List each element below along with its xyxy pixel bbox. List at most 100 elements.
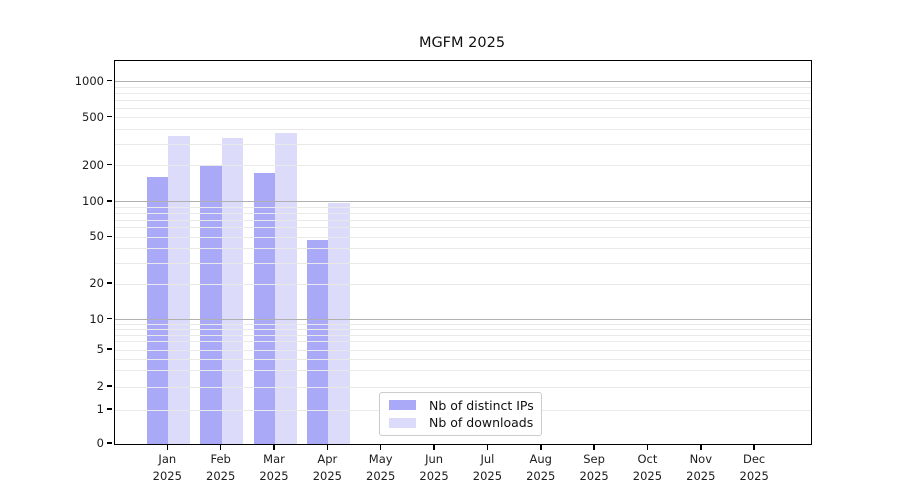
y-tick-label: 500 <box>82 109 104 124</box>
legend-item: Nb of distinct IPs <box>389 397 534 413</box>
x-tick-month: Feb <box>210 452 231 466</box>
x-tick-label: Jan 2025 <box>140 451 194 484</box>
y-tick-label: 2 <box>96 379 104 393</box>
y-tick-label: 0 <box>96 436 104 450</box>
minor-gridline <box>115 227 811 229</box>
x-tick-label: Dec 2025 <box>727 451 781 484</box>
x-tick-year: 2025 <box>312 468 342 483</box>
y-tick-mark <box>107 408 112 410</box>
y-tick-mark <box>107 79 112 82</box>
minor-gridline <box>115 334 811 336</box>
x-tick-month: Aug <box>529 452 552 466</box>
minor-gridline <box>115 323 811 325</box>
minor-gridline <box>115 236 811 238</box>
x-tick-label: Feb 2025 <box>194 451 248 484</box>
x-tick-year: 2025 <box>579 468 609 483</box>
x-tick-label: Mar 2025 <box>247 451 301 484</box>
gridlines-layer <box>115 61 811 444</box>
legend: Nb of distinct IPs Nb of downloads <box>379 392 542 436</box>
y-tick-mark <box>107 200 112 202</box>
y-tick-mark <box>107 442 112 444</box>
y-tick-label: 10 <box>89 311 104 326</box>
x-tick-month: Jan <box>158 452 177 466</box>
minor-gridline <box>115 206 811 208</box>
legend-item: Nb of downloads <box>389 415 534 431</box>
legend-label: Nb of downloads <box>429 415 534 431</box>
x-tick-mark <box>753 444 755 450</box>
minor-gridline <box>115 86 811 88</box>
bar-downloads <box>275 133 297 444</box>
x-tick-month: Nov <box>689 452 713 466</box>
minor-gridline <box>115 143 811 145</box>
major-gridline <box>115 80 811 83</box>
legend-label: Nb of distinct IPs <box>429 397 534 413</box>
x-tick-mark <box>539 444 542 450</box>
minor-gridline <box>115 212 811 214</box>
y-tick-label: 200 <box>82 157 104 172</box>
x-tick-label: Oct 2025 <box>620 451 674 484</box>
x-tick-mark <box>433 444 435 450</box>
minor-gridline <box>115 165 811 167</box>
x-tick-year: 2025 <box>259 468 289 483</box>
x-tick-year: 2025 <box>366 468 396 483</box>
minor-gridline <box>115 262 811 264</box>
x-tick-label: Jul 2025 <box>460 451 514 484</box>
x-tick-month: May <box>368 452 393 466</box>
y-tick-mark <box>107 317 112 320</box>
x-tick-mark <box>273 444 275 450</box>
minor-gridline <box>115 370 811 372</box>
x-tick-year: 2025 <box>419 468 449 483</box>
bar-downloads <box>221 137 244 444</box>
y-tick-label: 1 <box>96 402 104 416</box>
x-tick-mark <box>379 444 382 450</box>
minor-gridline <box>115 328 811 330</box>
major-gridline <box>115 318 811 321</box>
x-tick-mark <box>326 444 329 450</box>
x-tick-month: Oct <box>637 452 658 466</box>
x-tick-mark <box>593 444 595 450</box>
x-tick-month: Jun <box>425 452 444 466</box>
y-tick-label: 20 <box>89 276 104 290</box>
x-tick-year: 2025 <box>632 468 663 483</box>
minor-gridline <box>115 117 811 119</box>
x-tick-year: 2025 <box>472 468 503 483</box>
x-tick-mark <box>700 444 702 450</box>
chart-title: MGFM 2025 <box>418 35 506 51</box>
x-tick-label: Aug 2025 <box>514 451 568 484</box>
x-tick-label: May 2025 <box>354 451 408 484</box>
minor-gridline <box>115 128 811 130</box>
x-tick-mark <box>166 444 169 450</box>
minor-gridline <box>115 107 811 109</box>
x-tick-mark <box>219 444 222 450</box>
x-tick-month: Sep <box>583 452 605 466</box>
x-tick-year: 2025 <box>686 468 716 483</box>
y-tick-mark <box>107 115 112 118</box>
plot-area <box>114 60 812 445</box>
minor-gridline <box>115 283 811 285</box>
minor-gridline <box>115 92 811 94</box>
x-tick-label: Sep 2025 <box>567 451 621 484</box>
x-tick-year: 2025 <box>739 468 769 483</box>
minor-gridline <box>115 248 811 250</box>
x-tick-year: 2025 <box>526 468 556 483</box>
x-tick-month: Jul <box>480 452 495 466</box>
y-tick-label: 5 <box>96 342 104 356</box>
minor-gridline <box>115 358 811 360</box>
bar-distinct-ips <box>146 177 169 444</box>
minor-gridline <box>115 219 811 221</box>
x-tick-label: Jun 2025 <box>407 451 461 484</box>
y-tick-label: 100 <box>82 193 104 208</box>
x-tick-month: Apr <box>317 452 338 466</box>
y-tick-mark <box>107 235 112 238</box>
x-tick-label: Apr 2025 <box>300 451 354 484</box>
minor-gridline <box>115 349 811 351</box>
minor-gridline <box>115 341 811 343</box>
y-tick-mark <box>107 385 112 387</box>
x-tick-year: 2025 <box>206 468 236 483</box>
y-tick-mark <box>107 163 112 166</box>
major-gridline <box>115 201 811 203</box>
x-tick-year: 2025 <box>152 468 182 483</box>
x-tick-month: Mar <box>263 452 285 466</box>
x-tick-label: Nov 2025 <box>674 451 728 484</box>
